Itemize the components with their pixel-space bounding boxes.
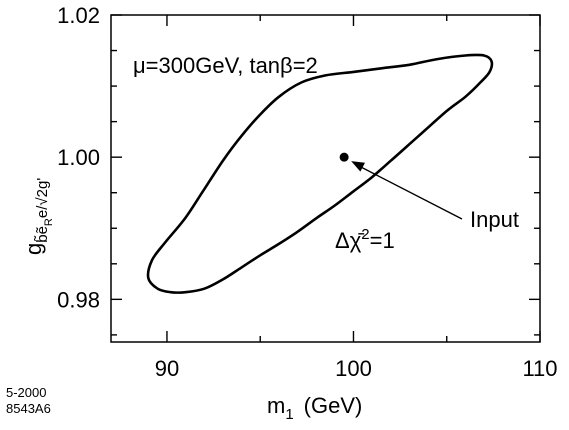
x-axis-title: m1 (GeV) <box>267 393 362 423</box>
contour-line <box>146 53 494 294</box>
input-arrowhead <box>351 161 365 172</box>
input-point <box>339 152 349 162</box>
contour-label-suffix: =1 <box>370 228 395 253</box>
y-axis-title-tail: e/√2g' <box>34 178 51 218</box>
y-axis-title-sub: b̃ẽ <box>34 226 51 243</box>
y-tick-label: 1.02 <box>57 3 100 28</box>
contour-label-prefix: Δχ̄ <box>335 228 364 253</box>
figure-code: 8543A6 <box>6 401 51 416</box>
ticks <box>111 14 541 342</box>
y-tick-label: 1.00 <box>57 145 100 170</box>
y-axis-title-g: g <box>21 243 46 255</box>
contour-label: Δχ̄2=1 <box>335 226 395 253</box>
y-axis-title: gb̃ẽRe/√2g' <box>21 178 55 255</box>
y-tick-label: 0.98 <box>57 287 100 312</box>
x-axis-title-sub: 1 <box>285 406 293 423</box>
x-tick-label: 110 <box>522 356 557 381</box>
input-label: Input <box>470 207 519 232</box>
params-annotation: μ=300GeV, tanβ=2 <box>133 53 318 78</box>
x-tick-label: 90 <box>155 356 179 381</box>
y-axis-title-subsub: R <box>43 218 55 226</box>
date-code: 5-2000 <box>6 385 46 400</box>
x-tick-label: 100 <box>335 356 372 381</box>
x-axis-title-units: (GeV) <box>304 393 363 418</box>
tick-labels: 90 100 110 0.98 1.00 1.02 <box>57 3 557 381</box>
input-arrow <box>360 166 463 220</box>
plot-frame <box>110 14 541 343</box>
x-axis-title-main: m <box>267 393 285 418</box>
contour-label-sup: 2 <box>361 226 369 243</box>
